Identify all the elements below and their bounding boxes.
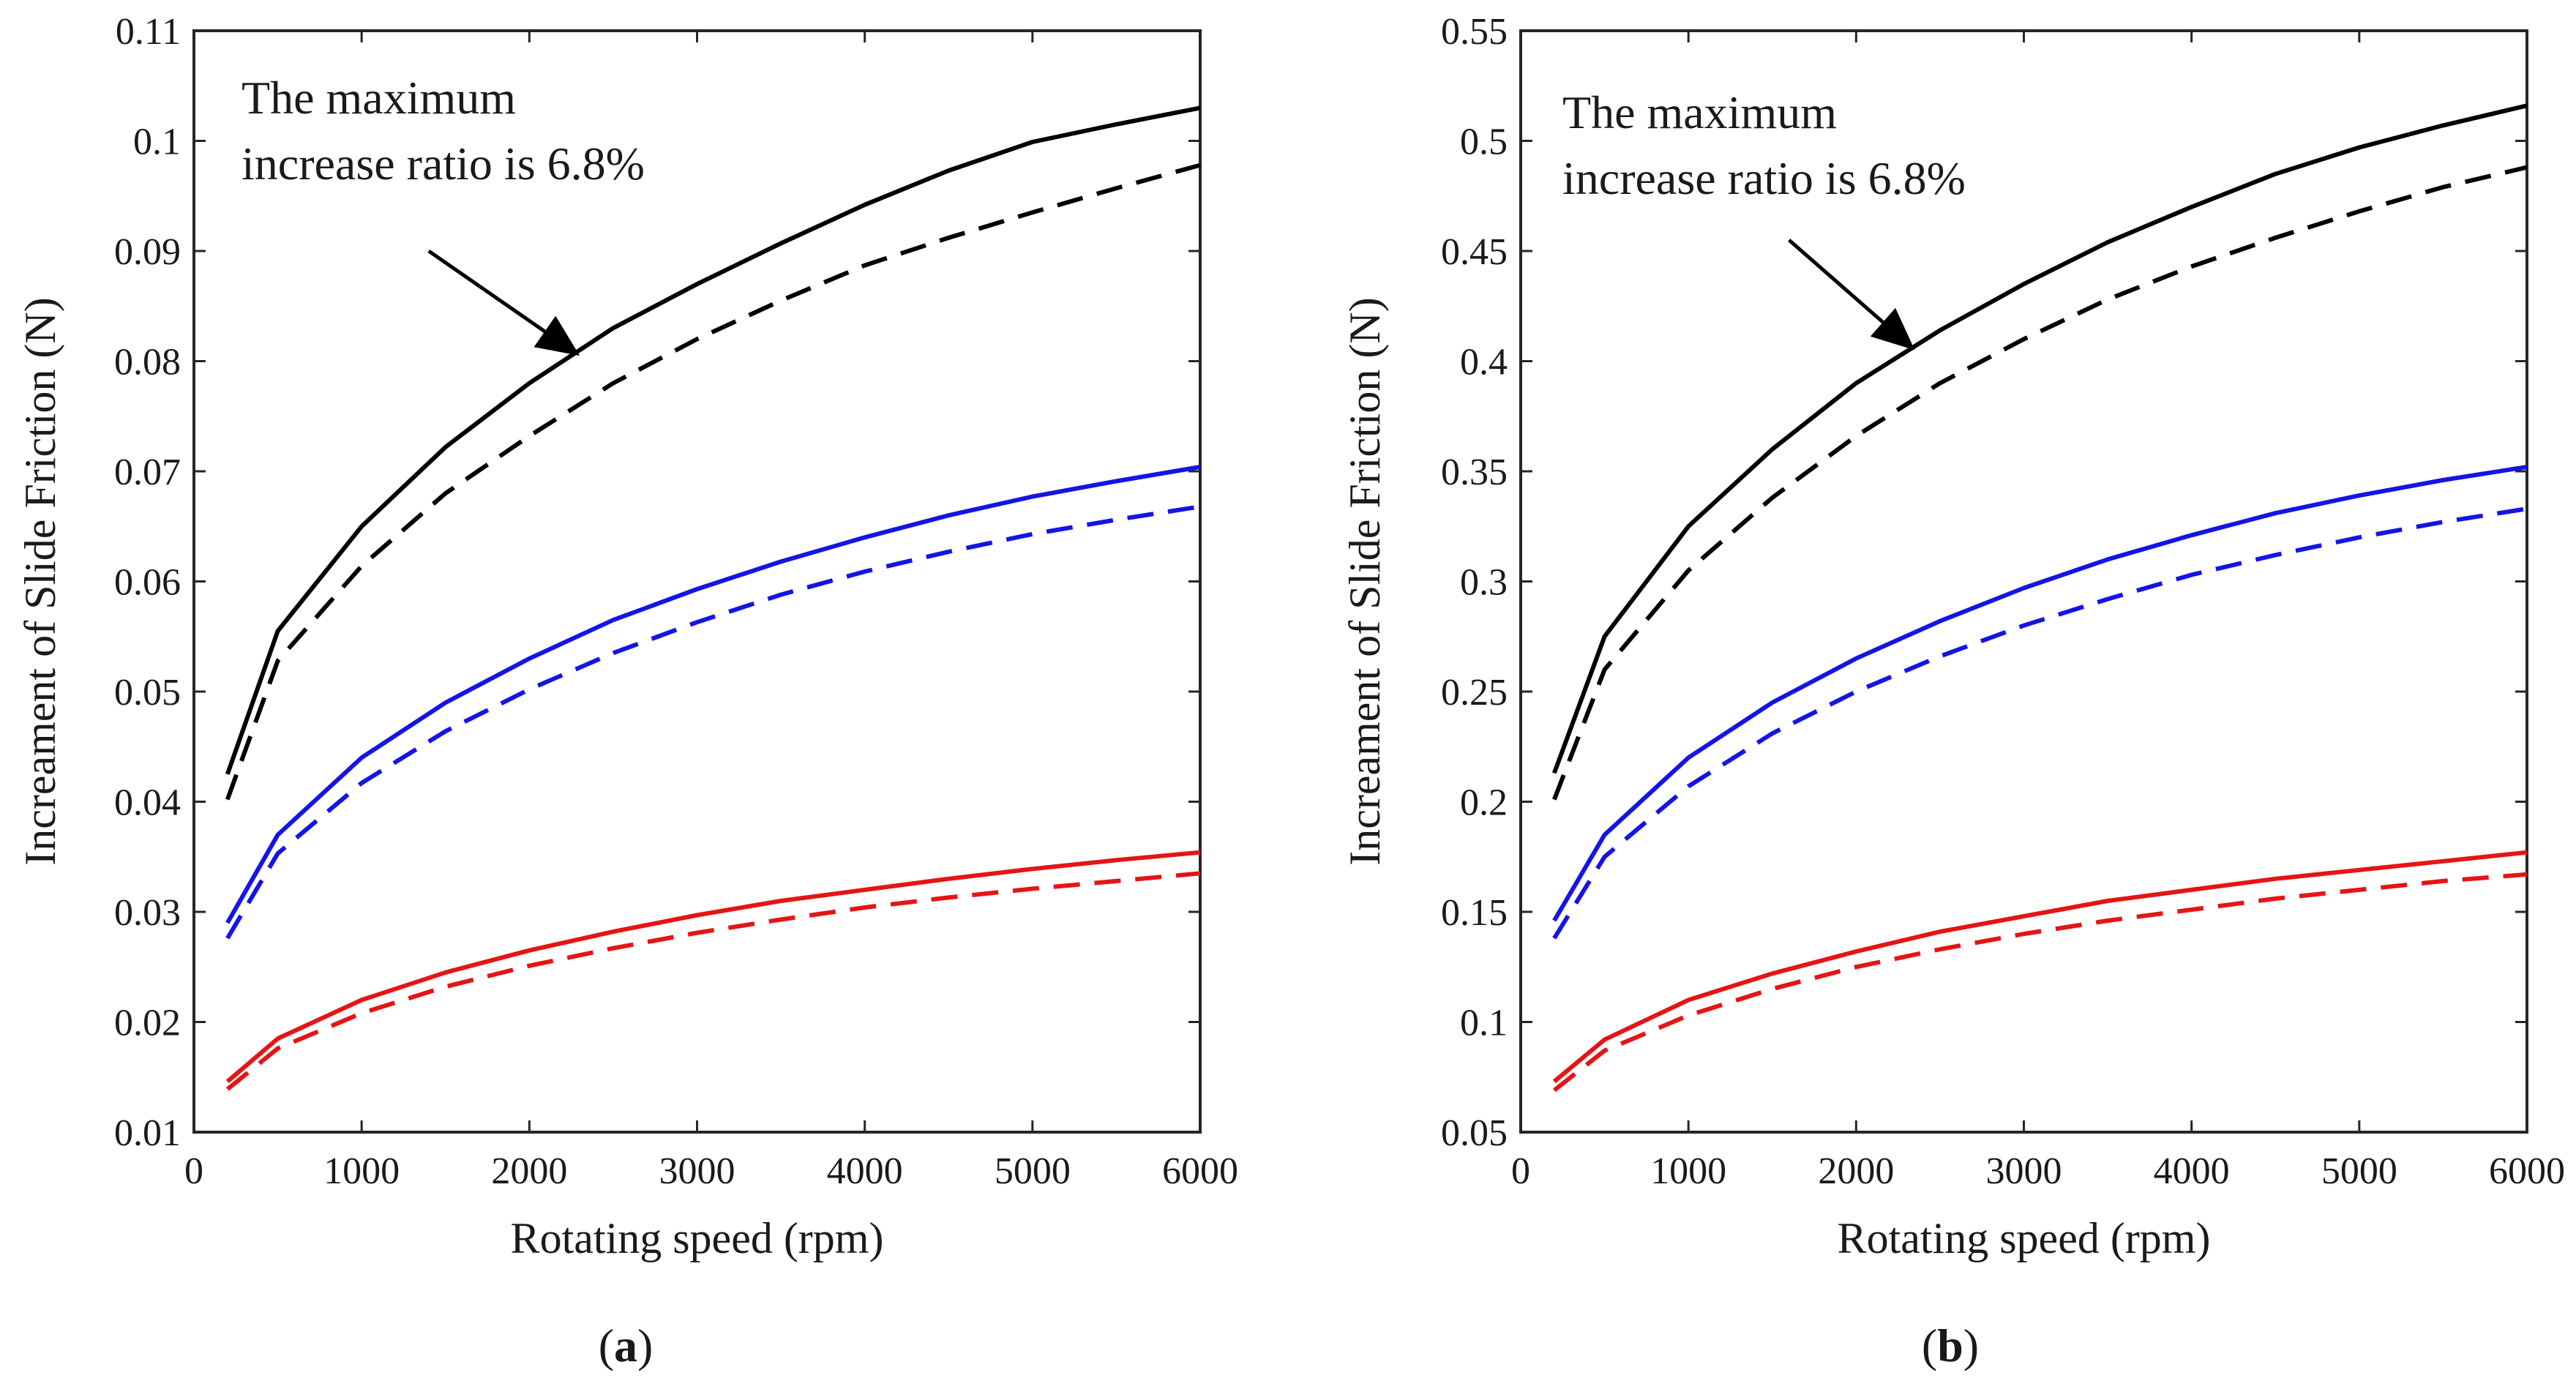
y-tick-label: 0.3 [1460,562,1508,604]
series-line-red-solid [1552,850,2528,1084]
plot-frame [192,29,1202,1134]
annotation-arrow-head [533,315,580,356]
y-tick-label: 0.1 [1460,1003,1508,1044]
x-tick-label: 3000 [1986,1150,2062,1192]
x-tick-label: 1000 [323,1150,400,1192]
x-tick-label: 0 [1511,1150,1530,1192]
y-tick-label: 0.15 [1441,892,1508,934]
x-tick-label: 5000 [2321,1150,2397,1192]
y-tick-label: 0.5 [1460,121,1508,163]
x-tick-label: 5000 [995,1150,1071,1192]
annotation-text-line-2: increase ratio is 6.8% [1562,152,1966,204]
x-tick-label: 0 [184,1150,203,1192]
series-line-black-solid [225,105,1201,775]
panel-caption: (b) [1922,1319,1979,1371]
x-tick-label: 2000 [1818,1150,1894,1192]
series-line-black-dashed [225,162,1201,801]
y-tick-label: 0.4 [1460,342,1508,383]
annotation-text-line-1: The maximum [1562,86,1837,138]
y-tick-label: 0.1 [133,121,181,163]
x-tick-label: 6000 [1162,1150,1238,1192]
annotation-arrow-shaft [427,249,546,333]
series-line-black-solid [1551,103,2528,774]
y-tick-label: 0.04 [114,782,181,824]
series-line-red-dashed [1552,872,2528,1093]
chart-panel-a: 0 1000 2000 3000 4000 5000 6000 0.01 0.02 0.03 0.0… [16,11,1238,1371]
x-axis-label: Rotating speed (rpm) [511,1214,884,1262]
series-line-blue-dashed [1552,506,2528,940]
annotation-arrow-shaft [1788,239,1884,324]
y-tick-label: 0.55 [1441,11,1508,53]
y-axis-label: Increament of Slide Friction (N) [1341,297,1389,865]
x-tick-label: 2000 [491,1150,567,1192]
x-tick-label: 1000 [1650,1150,1726,1192]
series-line-blue-solid [225,465,1201,924]
annotation-text-line-1: The maximum [242,72,516,124]
y-tick-label: 0.11 [116,11,181,53]
series-line-red-dashed [225,871,1201,1091]
x-tick-label: 3000 [659,1150,735,1192]
y-tick-label: 0.08 [114,342,181,383]
annotation-text-line-2: increase ratio is 6.8% [242,138,645,190]
y-tick-label: 0.35 [1441,452,1508,493]
series-line-blue-solid [1552,465,2528,922]
x-tick-label: 4000 [827,1150,903,1192]
y-tick-label: 0.05 [1441,1112,1508,1154]
series-line-black-dashed [1552,165,2528,801]
series-line-blue-dashed [225,504,1201,940]
y-tick-label: 0.01 [114,1112,181,1154]
chart-panel-b: 0 1000 2000 3000 4000 5000 6000 0.05 0.1 0.15 0.2 0… [1341,11,2565,1371]
y-tick-label: 0.06 [114,562,181,604]
y-tick-label: 0.02 [114,1003,181,1044]
y-tick-label: 0.05 [114,672,181,714]
series-line-red-solid [225,850,1201,1084]
y-tick-label: 0.03 [114,892,181,934]
y-tick-label: 0.2 [1460,782,1508,824]
panel-caption: (a) [599,1319,654,1371]
y-tick-label: 0.07 [114,452,181,493]
x-tick-label: 6000 [2489,1150,2565,1192]
x-tick-label: 4000 [2154,1150,2230,1192]
x-axis-label: Rotating speed (rpm) [1838,1214,2211,1262]
y-tick-label: 0.09 [114,231,181,273]
annotation-arrow-head [1870,307,1915,351]
y-axis-label: Increament of Slide Friction (N) [16,297,64,865]
y-tick-label: 0.25 [1441,672,1508,714]
y-tick-label: 0.45 [1441,231,1508,273]
